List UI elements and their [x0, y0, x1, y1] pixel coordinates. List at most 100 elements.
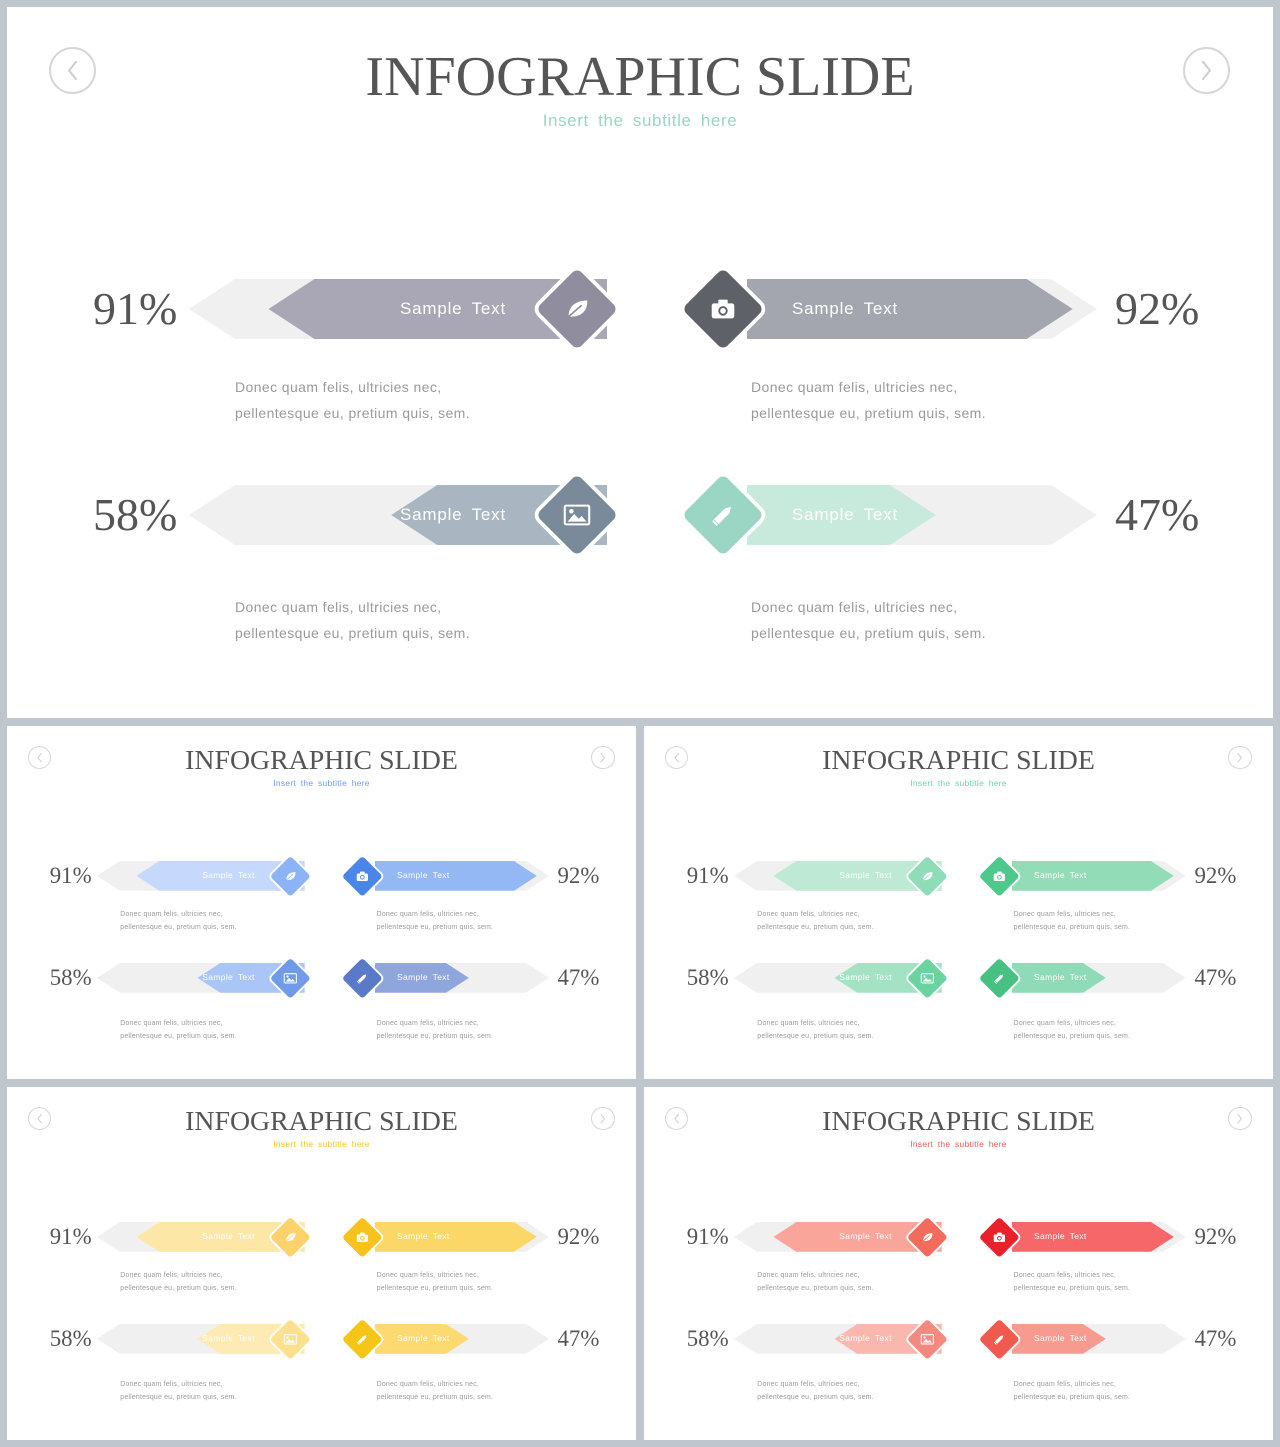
prev-slide-button[interactable] [27, 745, 52, 770]
slide-2: INFOGRAPHIC SLIDE Insert the subtitle her… [7, 726, 636, 1079]
bar-label: Sample Text [397, 972, 450, 983]
progress-fill [1011, 1324, 1106, 1355]
description-line: pellentesque eu, pretium quis, sem. [757, 923, 874, 931]
progress-fill [747, 279, 1073, 339]
icon-diamond [904, 1316, 951, 1363]
description-line: Donec quam felis, ultricies nec, [1013, 910, 1117, 918]
prev-slide-button[interactable] [49, 47, 96, 94]
leaf-icon [922, 1232, 933, 1242]
icon-diamond [267, 1214, 314, 1261]
slide-title: INFOGRAPHIC SLIDE [365, 46, 915, 108]
description-line: pellentesque eu, pretium quis, sem. [757, 1033, 874, 1041]
description-line: pellentesque eu, pretium quis, sem. [376, 1394, 494, 1402]
description-line: pellentesque eu, pretium quis, sem. [235, 625, 471, 641]
camera-icon [994, 871, 1006, 881]
slide-subtitle: Insert the subtitle here [273, 777, 370, 788]
chevron-right-icon [1201, 60, 1212, 81]
next-slide-button[interactable] [591, 745, 615, 770]
prev-slide-button[interactable] [27, 1106, 52, 1131]
progress-bar [374, 963, 549, 994]
leaf-icon [922, 871, 933, 881]
icon-diamond [976, 853, 1023, 900]
description-line: Donec quam felis, ultricies nec, [235, 379, 442, 395]
percent-value: 47% [557, 964, 600, 990]
icon-diamond [530, 262, 624, 356]
percent-value: 58% [686, 964, 729, 990]
percent-value: 92% [557, 1223, 600, 1249]
percent-value: 92% [1194, 862, 1237, 888]
pencil-icon [357, 1335, 367, 1345]
icon-diamond [339, 955, 386, 1002]
percent-value: 58% [93, 489, 178, 540]
percent-value: 58% [49, 1325, 92, 1351]
pencil-icon [994, 974, 1004, 984]
next-slide-button[interactable] [1228, 1106, 1252, 1131]
description-line: pellentesque eu, pretium quis, sem. [376, 1284, 494, 1292]
camera-icon [994, 1232, 1006, 1242]
image-icon [563, 504, 591, 526]
progress-fill [747, 485, 936, 545]
description-line: Donec quam felis, ultricies nec, [1013, 1271, 1117, 1279]
icon-diamond [267, 955, 314, 1002]
progress-bar [734, 1222, 943, 1252]
image-icon [920, 973, 934, 984]
image-icon [283, 1334, 297, 1345]
progress-bar [747, 485, 1097, 545]
description-line: pellentesque eu, pretium quis, sem. [235, 405, 471, 421]
description-line: Donec quam felis, ultricies nec, [376, 910, 480, 918]
description-line: pellentesque eu, pretium quis, sem. [757, 1394, 874, 1402]
percent-value: 91% [686, 1223, 729, 1249]
bar-label: Sample Text [839, 972, 892, 983]
percent-value: 91% [93, 283, 178, 334]
progress-fill [773, 861, 943, 891]
percent-value: 91% [686, 862, 729, 888]
image-icon [283, 973, 297, 984]
progress-bar [1011, 1222, 1186, 1252]
prev-slide-button[interactable] [664, 1106, 689, 1131]
next-slide-button[interactable] [591, 1106, 615, 1131]
percent-value: 47% [557, 1325, 600, 1351]
description-line: pellentesque eu, pretium quis, sem. [1013, 1284, 1131, 1292]
percent-value: 91% [49, 1223, 92, 1249]
percent-value: 47% [1194, 1325, 1237, 1351]
camera-icon [357, 1232, 369, 1242]
percent-value: 47% [1194, 964, 1237, 990]
description-line: pellentesque eu, pretium quis, sem. [376, 1033, 494, 1041]
camera-icon [357, 871, 369, 881]
prev-slide-button[interactable] [664, 745, 689, 770]
description-line: pellentesque eu, pretium quis, sem. [1013, 1394, 1131, 1402]
pencil-icon [712, 507, 731, 526]
progress-fill [773, 1222, 943, 1252]
bar-label: Sample Text [202, 1231, 255, 1242]
icon-diamond [267, 1316, 314, 1363]
progress-fill [374, 1324, 469, 1355]
chevron-left-icon [674, 1113, 679, 1124]
percent-value: 92% [1194, 1223, 1237, 1249]
progress-bar [734, 861, 943, 891]
next-slide-button[interactable] [1183, 47, 1230, 94]
description-line: Donec quam felis, ultricies nec, [757, 1271, 860, 1279]
camera-icon [711, 299, 735, 319]
slide-title: INFOGRAPHIC SLIDE [822, 744, 1095, 776]
next-slide-button[interactable] [1228, 745, 1252, 770]
slide-title: INFOGRAPHIC SLIDE [185, 1105, 458, 1137]
bar-label: Sample Text [1034, 1333, 1087, 1344]
chevron-right-icon [1237, 1113, 1243, 1124]
description-line: pellentesque eu, pretium quis, sem. [120, 1284, 237, 1292]
progress-bar [189, 279, 607, 339]
progress-fill [1011, 861, 1174, 891]
leaf-icon [285, 871, 296, 881]
progress-bar [1011, 861, 1186, 891]
description-line: Donec quam felis, ultricies nec, [1013, 1381, 1117, 1389]
pencil-icon [357, 974, 367, 984]
description-line: pellentesque eu, pretium quis, sem. [1013, 923, 1131, 931]
description-line: Donec quam felis, ultricies nec, [235, 599, 442, 615]
description-line: pellentesque eu, pretium quis, sem. [120, 923, 237, 931]
progress-bar [97, 861, 306, 891]
slide-1: INFOGRAPHIC SLIDE Insert the subtitle her… [7, 7, 1273, 718]
icon-diamond [976, 1214, 1023, 1261]
icon-diamond [339, 1214, 386, 1261]
chevron-right-icon [600, 752, 606, 763]
progress-bar [747, 279, 1097, 339]
description-line: Donec quam felis, ultricies nec, [1013, 1020, 1117, 1028]
